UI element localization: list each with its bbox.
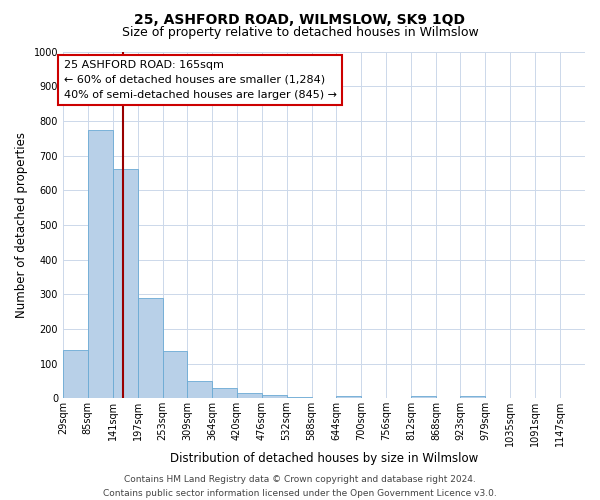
- Text: 25 ASHFORD ROAD: 165sqm
← 60% of detached houses are smaller (1,284)
40% of semi: 25 ASHFORD ROAD: 165sqm ← 60% of detache…: [64, 60, 337, 100]
- Bar: [262, 395, 287, 398]
- Text: Contains HM Land Registry data © Crown copyright and database right 2024.
Contai: Contains HM Land Registry data © Crown c…: [103, 476, 497, 498]
- Bar: [163, 352, 187, 399]
- Bar: [137, 298, 163, 398]
- Bar: [63, 350, 88, 399]
- Bar: [88, 130, 113, 398]
- Bar: [460, 396, 485, 398]
- Bar: [113, 170, 137, 398]
- Bar: [212, 388, 237, 398]
- Bar: [337, 396, 361, 398]
- Text: Size of property relative to detached houses in Wilmslow: Size of property relative to detached ho…: [122, 26, 478, 39]
- Bar: [287, 396, 311, 398]
- X-axis label: Distribution of detached houses by size in Wilmslow: Distribution of detached houses by size …: [170, 452, 478, 465]
- Bar: [187, 381, 212, 398]
- Bar: [411, 396, 436, 398]
- Y-axis label: Number of detached properties: Number of detached properties: [15, 132, 28, 318]
- Text: 25, ASHFORD ROAD, WILMSLOW, SK9 1QD: 25, ASHFORD ROAD, WILMSLOW, SK9 1QD: [134, 12, 466, 26]
- Bar: [237, 393, 262, 398]
